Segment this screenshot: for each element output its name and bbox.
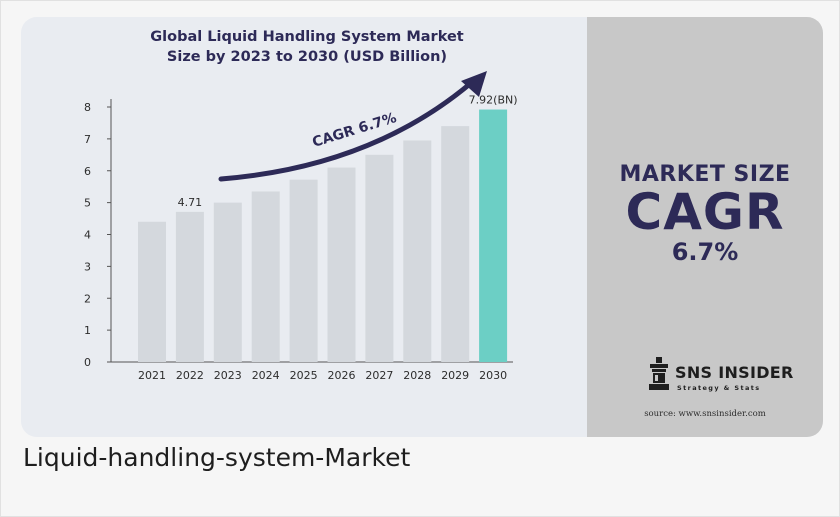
- y-tick-label: 4: [84, 229, 91, 242]
- source-note: source: www.snsinsider.com: [644, 409, 766, 419]
- bar-2023: [213, 202, 242, 362]
- cagr-annotation: CAGR 6.7%: [310, 110, 398, 151]
- infographic-card: 0 1 2 3 4 5 6 7 8 2021 2022 2023 2024 2025 2026 2027 202…: [21, 17, 823, 437]
- y-tick-label: 1: [84, 324, 91, 337]
- y-tick-label: 8: [84, 101, 91, 114]
- bar-2030: [479, 109, 508, 362]
- y-tick-label: 2: [84, 292, 91, 305]
- chart-title-line1: Global Liquid Handling System Market: [150, 29, 464, 45]
- market-size-panel: MARKET SIZE CAGR 6.7% SNS INSIDER Strate…: [587, 17, 823, 437]
- bar-2028: [403, 140, 432, 362]
- x-tick-label: 2021: [138, 369, 166, 382]
- cagr-value: 6.7%: [671, 238, 739, 266]
- x-tick-label: 2028: [403, 369, 431, 382]
- y-tick-label: 6: [84, 165, 91, 178]
- brand-name: SNS INSIDER: [675, 363, 794, 382]
- chart-panel: 0 1 2 3 4 5 6 7 8 2021 2022 2023 2024 2025 2026 2027 202…: [21, 17, 587, 437]
- arrow-head-icon: [461, 71, 487, 97]
- y-tick-label: 3: [84, 260, 91, 273]
- brand-logo: SNS INSIDER Strategy & Stats: [647, 357, 817, 397]
- cagr-label: CAGR: [625, 183, 785, 241]
- bar-2029: [441, 126, 470, 362]
- bar-2026: [327, 167, 356, 362]
- growth-arrow: [218, 80, 474, 182]
- bar-2025: [289, 179, 318, 362]
- data-label: 4.71: [178, 196, 203, 209]
- data-label: 7.92(BN): [469, 94, 518, 107]
- y-tick-label: 7: [84, 133, 91, 146]
- bar-2022: [175, 211, 204, 362]
- chess-rook-icon: [649, 357, 669, 390]
- x-tick-label: 2027: [365, 369, 393, 382]
- y-tick-label: 5: [84, 197, 91, 210]
- bar-chart: 0 1 2 3 4 5 6 7 8 2021 2022 2023 2024 2025 2026 2027 202…: [84, 71, 518, 382]
- chart-title-line2: Size by 2023 to 2030 (USD Billion): [166, 49, 448, 65]
- brand-tagline: Strategy & Stats: [677, 384, 761, 392]
- x-tick-label: 2025: [290, 369, 318, 382]
- bar-2024: [251, 191, 280, 362]
- x-tick-label: 2022: [176, 369, 204, 382]
- y-tick-label: 0: [84, 356, 91, 369]
- x-tick-label: 2026: [328, 369, 356, 382]
- chart-title: Global Liquid Handling System Market Siz…: [107, 27, 507, 67]
- bar-2021: [138, 221, 166, 362]
- bar-2027: [365, 154, 394, 362]
- x-tick-label: 2029: [441, 369, 469, 382]
- image-caption: Liquid-handling-system-Market: [23, 443, 411, 472]
- market-size-label: MARKET SIZE: [619, 162, 791, 187]
- x-tick-label: 2024: [252, 369, 280, 382]
- market-metric: MARKET SIZE CAGR 6.7%: [587, 163, 823, 267]
- x-tick-label: 2030: [479, 369, 507, 382]
- x-tick-label: 2023: [214, 369, 242, 382]
